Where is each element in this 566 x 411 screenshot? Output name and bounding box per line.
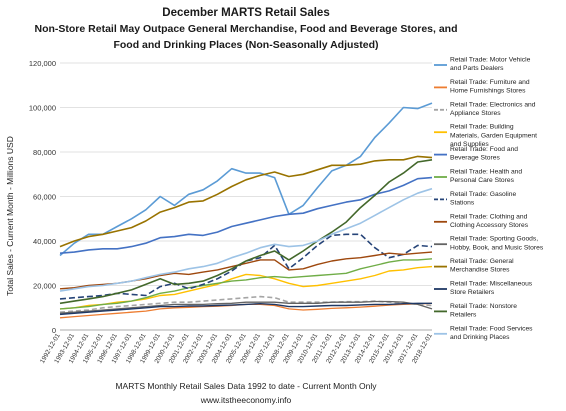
y-tick-label: 120,000 bbox=[29, 59, 56, 68]
legend-label-6: Retail Trade: Health and Personal Care St… bbox=[450, 169, 522, 185]
y-tick-label: 100,000 bbox=[29, 104, 56, 113]
legend-label-11: Retail Trade: Miscellaneous Store Retaile… bbox=[450, 281, 533, 297]
legend-label-1: Retail Trade: Motor Vehicle and Parts Dea… bbox=[450, 57, 531, 73]
series-line-4 bbox=[59, 265, 433, 310]
legend-label-9: Retail Trade: Sporting Goods, Hobby, Book… bbox=[450, 236, 544, 252]
series-lines bbox=[59, 102, 433, 319]
series-line-11 bbox=[59, 302, 432, 316]
legend-label-13: Retail Trade: Food Services and Drinking … bbox=[450, 325, 533, 341]
legend: Retail Trade: Motor Vehicle and Parts Dea… bbox=[434, 57, 544, 341]
series-line-1 bbox=[59, 102, 433, 257]
chart-subtitle-line-1: Non-Store Retail May Outpace General Mer… bbox=[34, 23, 457, 35]
legend-label-12: Retail Trade: Nonstore Retailers bbox=[450, 303, 517, 319]
series-line-7 bbox=[59, 233, 433, 300]
series-line-6 bbox=[59, 258, 433, 310]
chart-subtitle-line-2: Food and Drinking Places (Non-Seasonally… bbox=[113, 39, 378, 51]
y-tick-label: 0 bbox=[52, 326, 56, 335]
legend-label-8: Retail Trade: Clothing and Clothing Acces… bbox=[450, 213, 529, 229]
series-line-9 bbox=[59, 300, 433, 314]
legend-label-4: Retail Trade: Building Materials, Garden … bbox=[450, 124, 537, 148]
legend-label-10: Retail Trade: General Merchandise Stores bbox=[450, 258, 514, 274]
y-tick-label: 20,000 bbox=[33, 282, 56, 291]
y-tick-label: 60,000 bbox=[33, 193, 56, 202]
y-tick-label: 40,000 bbox=[33, 237, 56, 246]
series-line-12 bbox=[59, 159, 433, 305]
y-axis: 0 20,000 40,000 60,000 80,000 100,000 120,000 bbox=[29, 59, 56, 335]
legend-label-7: Retail Trade: Gasoline Stations bbox=[450, 191, 516, 207]
y-tick-label: 80,000 bbox=[33, 148, 56, 157]
y-axis-label: Total Sales - Current Month - Millions U… bbox=[5, 136, 15, 296]
series-line-3 bbox=[59, 295, 433, 313]
series-line-10 bbox=[59, 155, 433, 248]
series-line-13 bbox=[59, 187, 433, 292]
legend-label-5: Retail Trade: Food and Beverage Stores bbox=[450, 146, 518, 162]
x-axis: 1992-12-011993-12-011994-12-011995-12-01… bbox=[39, 332, 434, 365]
legend-label-2: Retail Trade: Furniture and Home Furnishi… bbox=[450, 79, 530, 95]
gridlines bbox=[60, 62, 432, 331]
x-axis-label: MARTS Monthly Retail Sales Data 1992 to … bbox=[115, 381, 377, 391]
source-credit: www.itstheeconomy.info bbox=[200, 395, 292, 405]
chart-title: December MARTS Retail Sales bbox=[162, 7, 329, 19]
legend-label-3: Retail Trade: Electronics and Appliance S… bbox=[450, 101, 536, 117]
series-line-5 bbox=[59, 176, 433, 254]
